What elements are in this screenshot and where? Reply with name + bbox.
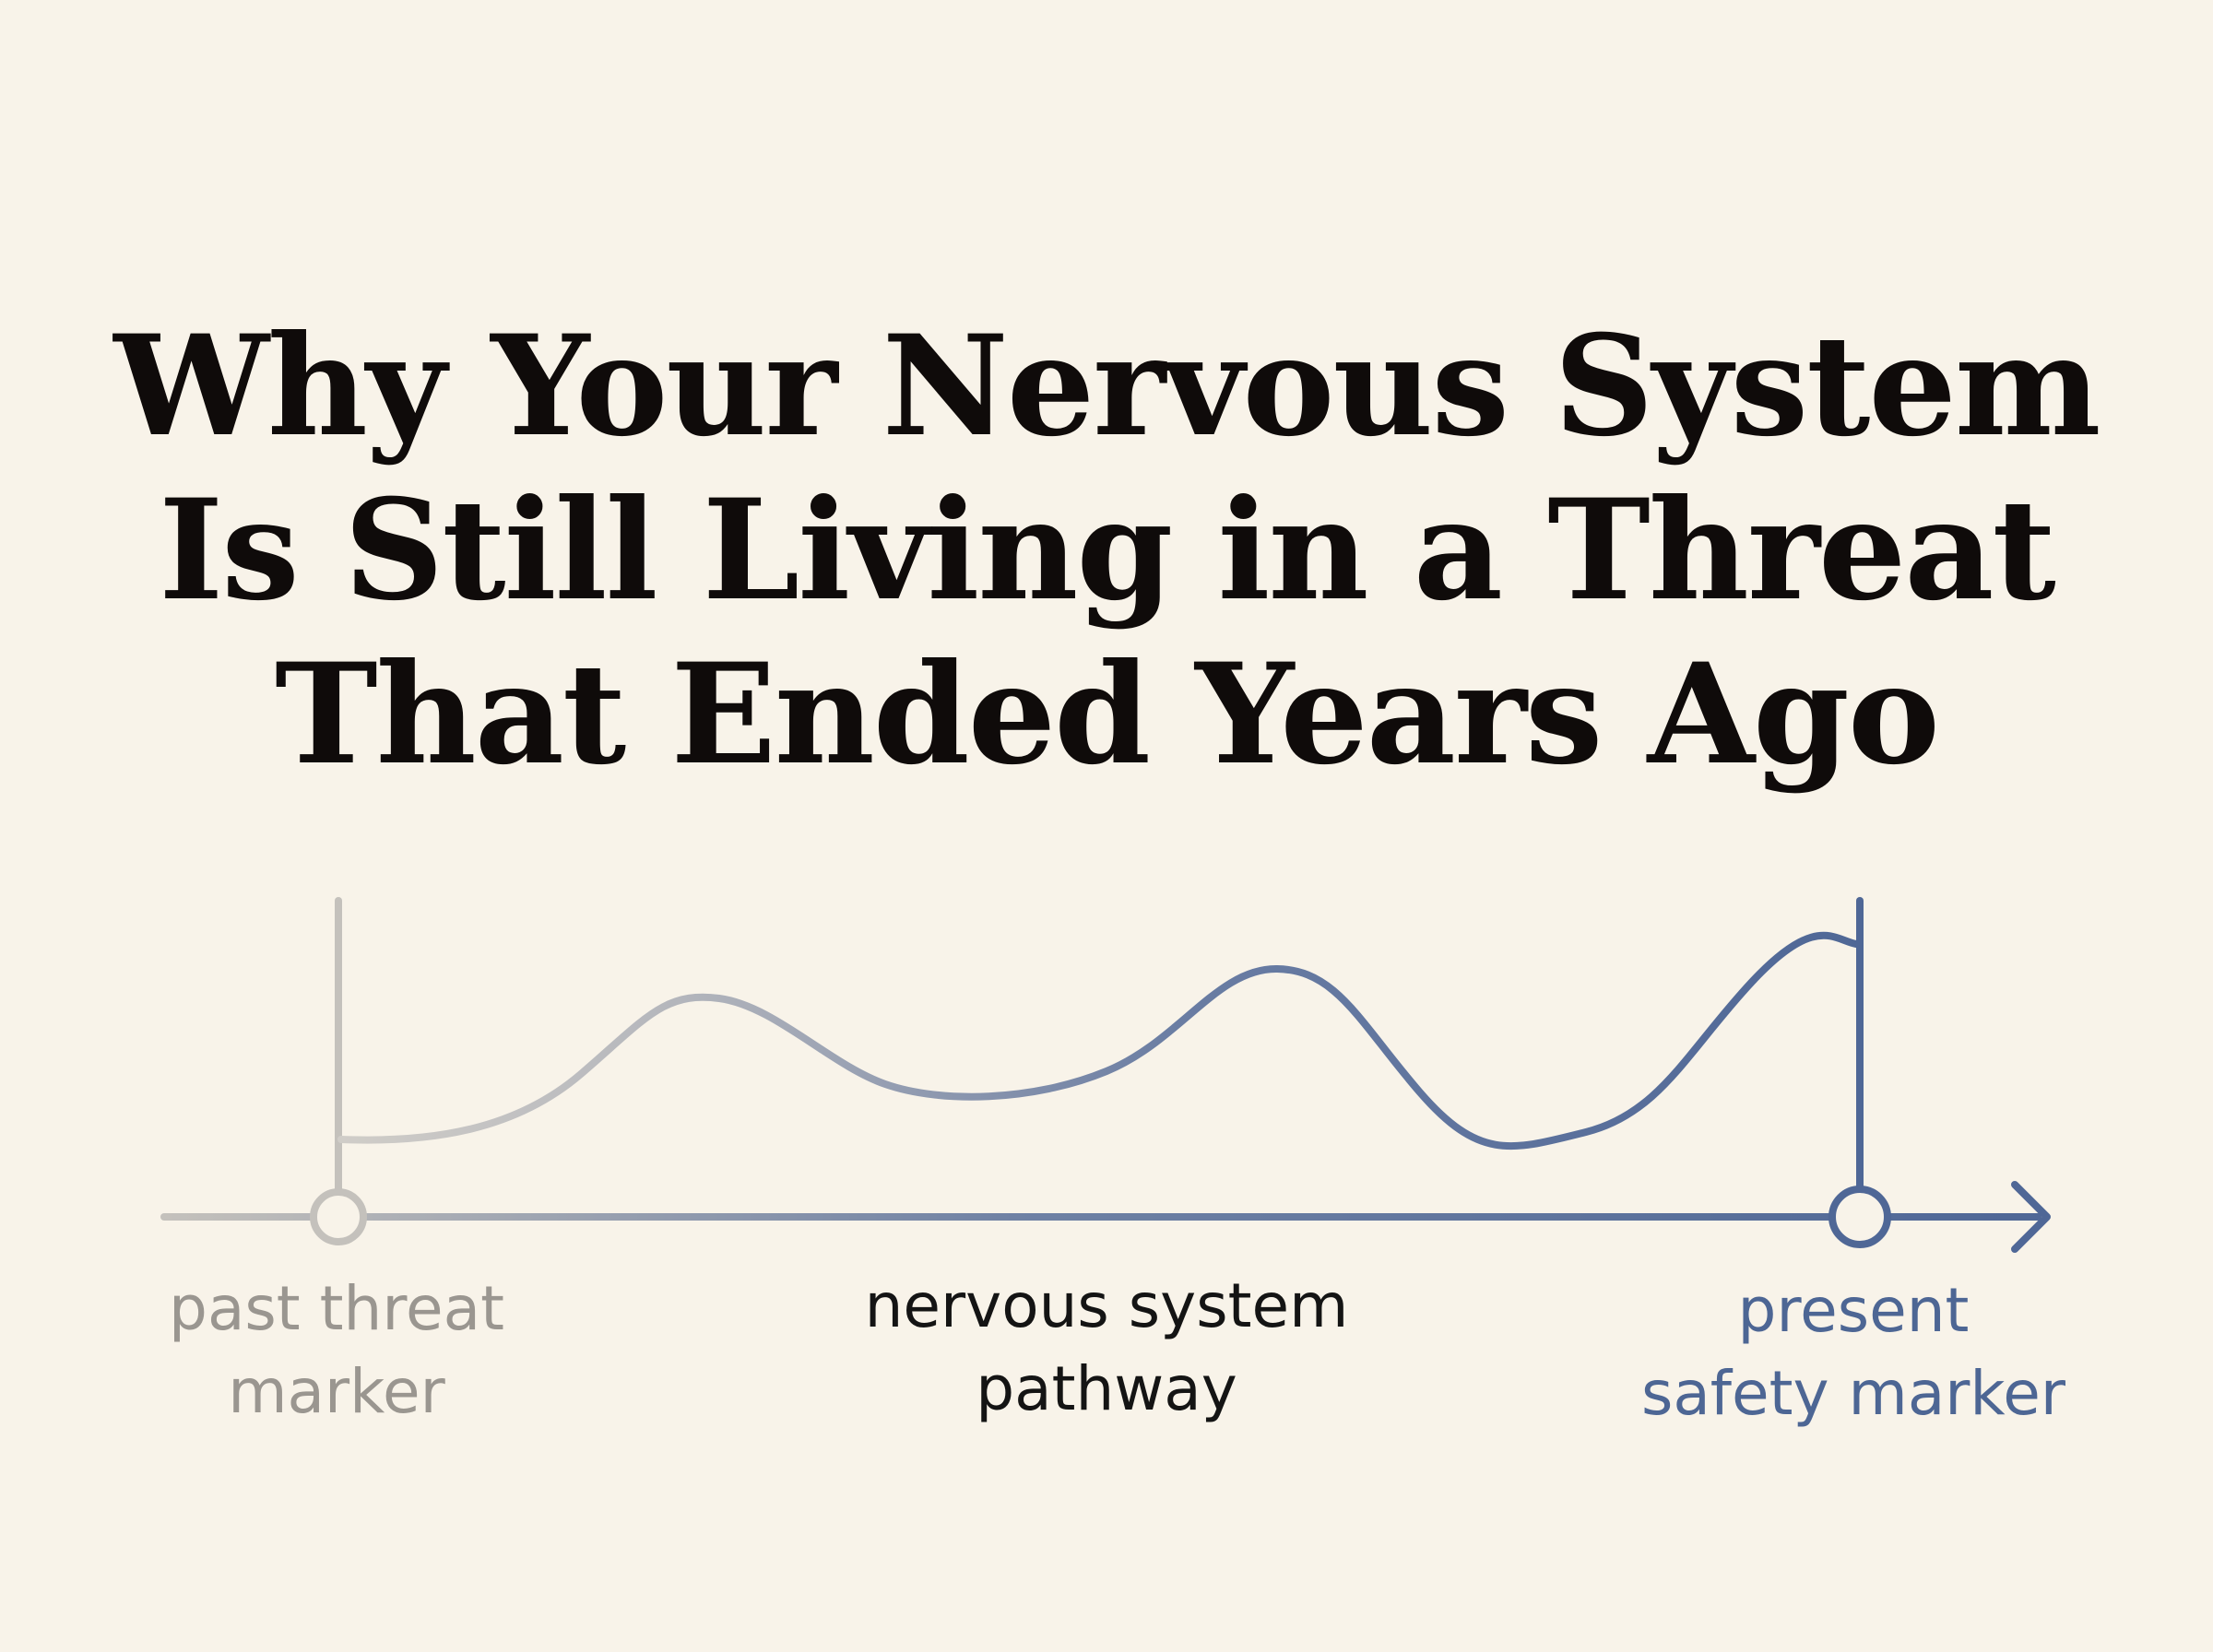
- axis-arrowhead-icon: [2011, 1181, 2051, 1253]
- past-threat-marker: [310, 1188, 367, 1245]
- present-safety-label: present safety marker: [1586, 1269, 2121, 1435]
- nervous-system-curve: [337, 931, 1860, 1150]
- past-threat-label-line-2: marker: [228, 1356, 445, 1427]
- pathway-label: nervous system pathway: [784, 1265, 1429, 1431]
- past-threat-label: past threat marker: [129, 1268, 544, 1434]
- pathway-label-line-1: nervous system: [864, 1270, 1349, 1341]
- title-line-3: That Ended Years Ago: [275, 633, 1940, 796]
- past-threat-label-line-1: past threat: [169, 1273, 504, 1344]
- title-line-2: Is Still Living in a Threat: [159, 469, 2056, 631]
- present-safety-label-line-1: present: [1737, 1275, 1970, 1346]
- title: Why Your Nervous System Is Still Living …: [0, 304, 2213, 796]
- pathway-label-line-2: pathway: [976, 1353, 1237, 1424]
- title-line-1: Why Your Nervous System: [113, 305, 2101, 467]
- present-safety-label-line-2: safety marker: [1640, 1358, 2066, 1429]
- present-safety-marker: [1828, 1186, 1891, 1248]
